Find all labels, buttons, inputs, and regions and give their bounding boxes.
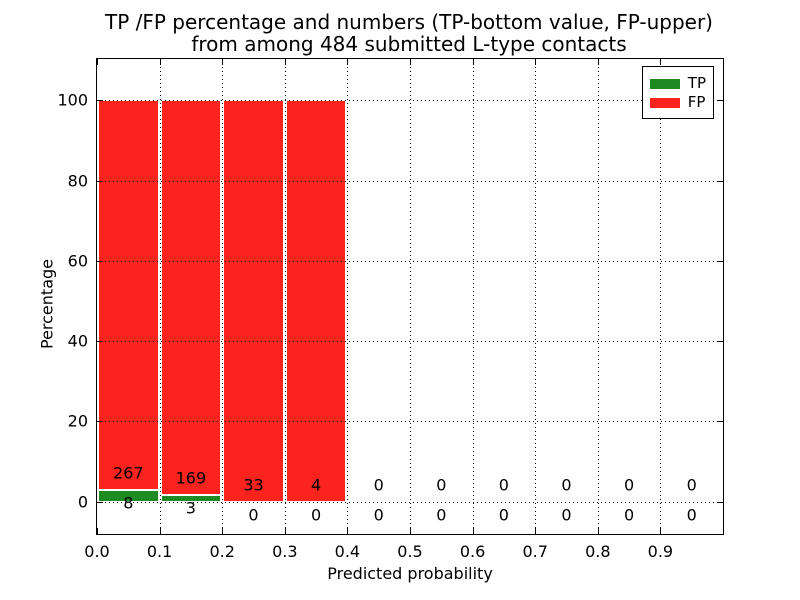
x-tick-top bbox=[284, 59, 286, 65]
y-tick-label: 0 bbox=[77, 492, 88, 512]
x-tick-bottom bbox=[597, 528, 599, 534]
y-tick-right bbox=[717, 341, 723, 343]
x-tick-bottom bbox=[97, 528, 98, 534]
y-tick-label: 80 bbox=[67, 171, 88, 191]
x-tick-label: 0.0 bbox=[84, 542, 110, 561]
fp-count-label-9: 0 bbox=[686, 475, 697, 495]
fp-count-label-4: 0 bbox=[373, 475, 384, 495]
fp-count-label-8: 0 bbox=[624, 475, 635, 495]
plot-area: Predicted probability TP FP 0 20 40 60 80 100… bbox=[57, 58, 724, 583]
x-tick-label: 0.3 bbox=[272, 542, 298, 561]
x-tick-bottom bbox=[347, 528, 349, 534]
fp-count-label-2: 33 bbox=[243, 475, 264, 495]
x-gridline bbox=[597, 59, 599, 534]
legend-label-tp: TP bbox=[687, 74, 706, 92]
y-tick-right bbox=[717, 100, 723, 102]
x-gridline bbox=[535, 59, 537, 534]
x-tick-label: 0.4 bbox=[334, 542, 361, 561]
x-gridline bbox=[284, 59, 286, 534]
x-tick-bottom bbox=[284, 528, 286, 534]
x-tick-bottom bbox=[472, 528, 474, 534]
legend-item-fp: FP bbox=[649, 93, 706, 111]
tp-count-label-3: 0 bbox=[311, 505, 322, 525]
legend: TP FP bbox=[641, 66, 714, 119]
y-tick-left bbox=[97, 341, 103, 343]
tp-count-label-0: 8 bbox=[123, 493, 134, 513]
x-tick-top bbox=[660, 59, 662, 65]
x-tick-bottom bbox=[660, 528, 662, 534]
fp-count-label-1: 169 bbox=[175, 468, 207, 488]
x-tick-bottom bbox=[222, 528, 224, 534]
fp-count-label-6: 0 bbox=[498, 475, 509, 495]
fp-count-label-5: 0 bbox=[436, 475, 447, 495]
x-tick-label: 0.9 bbox=[647, 542, 674, 561]
legend-label-fp: FP bbox=[687, 93, 706, 111]
y-tick-label: 40 bbox=[67, 331, 88, 351]
tp-count-label-1: 3 bbox=[185, 498, 196, 518]
legend-item-tp: TP bbox=[649, 74, 706, 92]
x-tick-label: 0.2 bbox=[209, 542, 235, 561]
y-tick-left bbox=[97, 260, 103, 262]
x-tick-label: 0.7 bbox=[522, 542, 548, 561]
tp-count-label-2: 0 bbox=[248, 505, 259, 525]
tp-count-label-8: 0 bbox=[624, 505, 635, 525]
x-tick-top bbox=[222, 59, 224, 65]
x-tick-top bbox=[535, 59, 537, 65]
x-tick-bottom bbox=[159, 528, 161, 534]
y-tick-left bbox=[97, 100, 103, 102]
x-gridline bbox=[222, 59, 224, 534]
x-tick-top bbox=[410, 59, 411, 65]
x-tick-bottom bbox=[410, 528, 411, 534]
bar-fp-3 bbox=[285, 100, 347, 502]
bar-tp-1 bbox=[160, 494, 222, 502]
y-tick-right bbox=[717, 180, 723, 182]
tp-count-label-5: 0 bbox=[436, 505, 447, 525]
chart-title-line1: TP /FP percentage and numbers (TP-bottom… bbox=[105, 10, 713, 34]
x-gridline bbox=[472, 59, 474, 534]
tp-count-label-6: 0 bbox=[498, 505, 509, 525]
x-tick-top bbox=[97, 59, 98, 65]
x-tick-top bbox=[347, 59, 349, 65]
chart-title-line2: from among 484 submitted L-type contacts bbox=[191, 32, 627, 56]
y-tick-right bbox=[717, 421, 723, 423]
x-tick-label: 0.5 bbox=[397, 542, 423, 561]
y-tick-left bbox=[97, 180, 103, 182]
x-tick-bottom bbox=[535, 528, 537, 534]
x-tick-label: 0.8 bbox=[585, 542, 611, 561]
x-tick-top bbox=[597, 59, 599, 65]
bar-fp-2 bbox=[223, 100, 284, 502]
tp-count-label-4: 0 bbox=[373, 505, 384, 525]
y-tick-right bbox=[717, 501, 723, 503]
y-tick-label: 60 bbox=[67, 251, 88, 271]
y-tick-left bbox=[97, 421, 103, 423]
y-tick-label: 20 bbox=[67, 411, 88, 431]
x-tick-top bbox=[472, 59, 474, 65]
bar-tp-0 bbox=[98, 490, 159, 502]
bar-fp-1 bbox=[160, 100, 222, 495]
x-gridline bbox=[410, 59, 411, 534]
legend-swatch-fp-icon bbox=[649, 97, 680, 108]
fp-count-label-0: 267 bbox=[113, 463, 144, 483]
x-gridline bbox=[159, 59, 161, 534]
x-tick-label: 0.6 bbox=[459, 542, 486, 561]
bar-fp-0 bbox=[98, 100, 159, 490]
y-axis-label: Percentage bbox=[37, 258, 57, 350]
x-gridline bbox=[347, 59, 349, 534]
x-tick-top bbox=[159, 59, 161, 65]
chart-title: TP /FP percentage and numbers (TP-bottom… bbox=[96, 11, 722, 55]
tp-count-label-7: 0 bbox=[561, 505, 572, 525]
legend-swatch-tp-icon bbox=[649, 78, 680, 89]
x-axis-label: Predicted probability bbox=[327, 564, 493, 583]
tp-count-label-9: 0 bbox=[686, 505, 697, 525]
x-gridline bbox=[660, 59, 662, 534]
y-tick-left bbox=[97, 501, 103, 503]
x-tick-label: 0.1 bbox=[146, 542, 173, 561]
y-tick-right bbox=[717, 260, 723, 262]
fp-count-label-3: 4 bbox=[311, 475, 322, 495]
fp-count-label-7: 0 bbox=[561, 475, 572, 495]
y-tick-label: 100 bbox=[57, 90, 88, 110]
